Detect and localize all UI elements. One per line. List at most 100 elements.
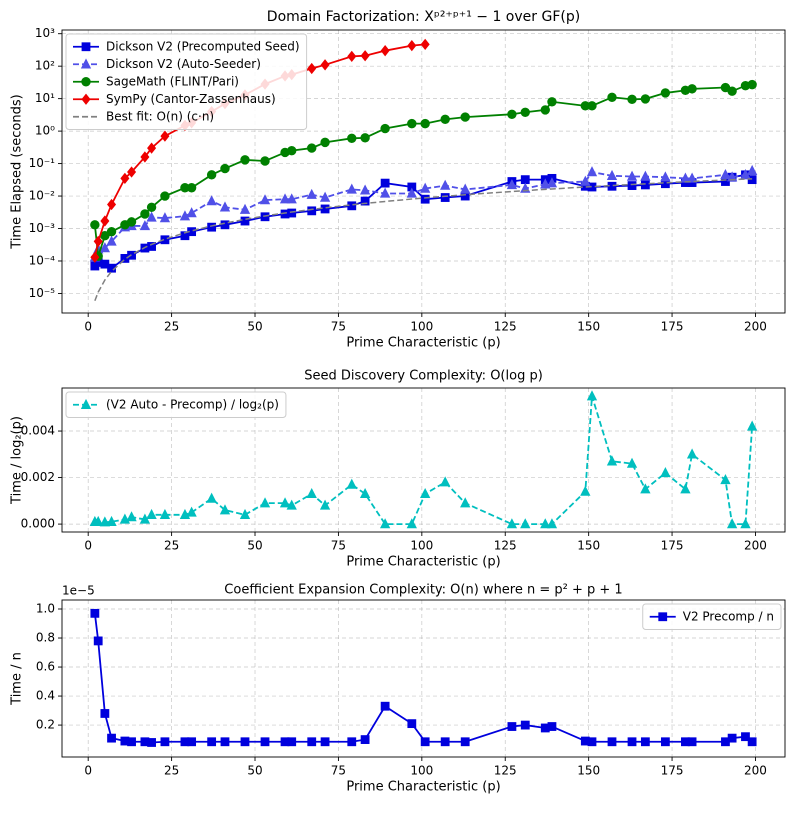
y-tick-label: 10³: [35, 26, 55, 40]
marker: [320, 137, 330, 148]
marker: [727, 86, 737, 96]
legend-label: Best fit: O(n) (c·n): [106, 109, 214, 123]
legend-item: Dickson V2 (Precomputed Seed): [73, 39, 300, 53]
marker: [460, 112, 470, 122]
marker: [580, 485, 591, 496]
legend-label: SymPy (Cantor-Zassenhaus): [106, 92, 276, 106]
marker: [186, 506, 197, 517]
marker: [80, 398, 92, 409]
marker: [220, 737, 230, 747]
marker: [587, 101, 597, 111]
marker: [90, 608, 100, 618]
legend-item: V2 Precomp / n: [649, 609, 774, 623]
x-tick-label: 75: [331, 539, 346, 553]
marker: [546, 518, 558, 529]
marker: [207, 737, 217, 747]
x-tick-label: 200: [744, 539, 767, 553]
marker: [740, 518, 751, 529]
marker: [319, 191, 331, 202]
subplot: 0 25 50 75 100 125 150 175 200 0.2 0.4 0.6 0.8 1.0 Coe…: [10, 583, 786, 795]
marker: [126, 217, 137, 227]
marker: [120, 172, 130, 185]
x-tick-label: 125: [494, 539, 517, 553]
marker: [187, 737, 197, 747]
marker: [359, 184, 371, 195]
marker: [686, 172, 698, 183]
series-line: [94, 178, 753, 302]
chart-title: Domain Factorization: Xᵖ²⁺ᵖ⁺¹ − 1 over G…: [267, 9, 580, 25]
legend-box: [642, 603, 782, 630]
marker: [726, 518, 738, 529]
marker: [99, 516, 111, 527]
plot-frame: [61, 599, 786, 758]
y-tick-label: 10⁻⁵: [29, 286, 56, 300]
x-tick-label: 50: [247, 764, 262, 778]
x-tick-label: 25: [164, 320, 179, 334]
marker: [139, 220, 151, 231]
legend-item: SymPy (Cantor-Zassenhaus): [73, 92, 276, 106]
marker: [240, 737, 250, 747]
x-tick-label: 25: [164, 539, 179, 553]
marker: [687, 84, 697, 94]
marker: [147, 242, 156, 251]
x-tick-label: 150: [577, 764, 600, 778]
x-tick-label: 150: [577, 539, 600, 553]
marker: [460, 497, 471, 508]
marker: [146, 202, 157, 213]
marker: [346, 183, 357, 194]
marker: [259, 497, 271, 508]
marker: [219, 504, 231, 515]
marker: [580, 175, 591, 186]
x-tick-label: 175: [661, 539, 684, 553]
marker: [220, 163, 230, 174]
marker: [287, 208, 297, 218]
subplot: 0 25 50 75 100 125 150 175 200 10⁻⁵ 10⁻⁴ 10⁻³ 10⁻² 10…: [10, 9, 786, 351]
marker: [640, 170, 651, 181]
legend-item: SageMath (FLINT/Pari): [73, 74, 239, 88]
marker: [640, 737, 650, 747]
x-tick-label: 175: [661, 764, 684, 778]
y-tick-label: 10¹: [35, 91, 55, 105]
marker: [360, 50, 370, 62]
x-tick-label: 200: [744, 764, 767, 778]
marker: [346, 478, 357, 489]
marker: [506, 518, 518, 529]
marker: [286, 499, 297, 510]
marker: [320, 59, 330, 71]
marker: [287, 737, 297, 747]
x-axis-label: Prime Characteristic (p): [346, 780, 500, 795]
marker: [147, 142, 157, 154]
x-tick-label: 50: [247, 320, 262, 334]
marker: [507, 722, 517, 731]
marker: [81, 93, 91, 105]
marker: [640, 180, 650, 190]
marker: [460, 183, 471, 194]
marker: [106, 226, 117, 237]
marker: [80, 58, 92, 69]
marker: [81, 77, 91, 87]
marker: [320, 204, 330, 214]
marker: [347, 737, 357, 747]
marker: [93, 636, 103, 646]
legend-box: [65, 33, 308, 130]
marker: [686, 448, 698, 459]
marker: [90, 251, 100, 263]
chart-title: Coefficient Expansion Complexity: O(n) w…: [224, 583, 622, 598]
marker: [140, 209, 150, 219]
series-line: [93, 613, 753, 744]
y-tick-label: 0.2: [36, 718, 55, 732]
y-tick-label: 0.002: [21, 470, 55, 484]
marker: [160, 737, 170, 747]
y-tick-label: 10⁻⁴: [29, 253, 56, 267]
marker: [127, 166, 137, 178]
legend-box: [65, 391, 287, 418]
marker: [520, 107, 530, 117]
marker: [147, 738, 156, 747]
marker: [540, 105, 550, 115]
marker: [99, 242, 111, 253]
marker: [239, 508, 251, 519]
marker: [360, 196, 370, 206]
x-tick-label: 100: [410, 320, 433, 334]
marker: [627, 737, 637, 747]
marker: [146, 211, 157, 222]
